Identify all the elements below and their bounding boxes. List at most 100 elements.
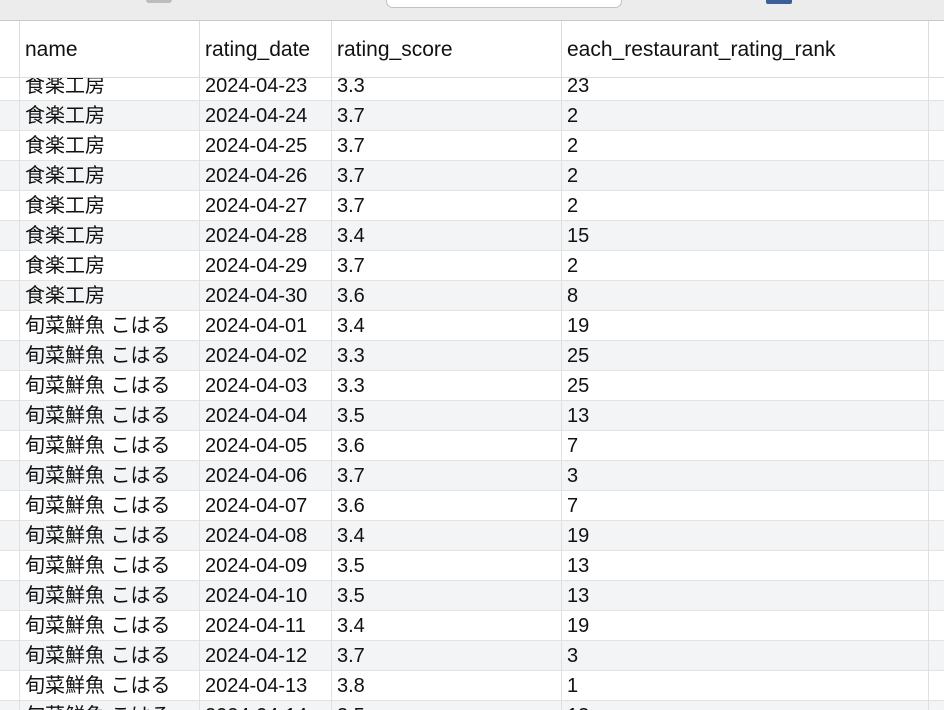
- cell-rating-rank[interactable]: 7: [561, 431, 928, 461]
- cell-rating-score[interactable]: 3.4: [331, 611, 561, 641]
- cell-rating-date[interactable]: 2024-04-29: [199, 251, 331, 281]
- cell-rating-rank[interactable]: 3: [561, 641, 928, 671]
- cell-name[interactable]: 旬菜鮮魚 こはる: [19, 311, 199, 341]
- cell-name[interactable]: 食楽工房: [19, 131, 199, 161]
- cell-rating-date[interactable]: 2024-04-01: [199, 311, 331, 341]
- cell-rating-score[interactable]: 3.7: [331, 641, 561, 671]
- cell-rating-date[interactable]: 2024-04-06: [199, 461, 331, 491]
- cell-rating-score[interactable]: 3.4: [331, 311, 561, 341]
- table-row[interactable]: 食楽工房 2024-04-26 3.7 2: [0, 161, 944, 191]
- cell-rating-rank[interactable]: 2: [561, 161, 928, 191]
- cell-rating-score[interactable]: 3.6: [331, 491, 561, 521]
- cell-rating-rank[interactable]: 13: [561, 551, 928, 581]
- cell-rating-rank[interactable]: 13: [561, 401, 928, 431]
- cell-name[interactable]: 旬菜鮮魚 こはる: [19, 521, 199, 551]
- table-icon[interactable]: [766, 0, 792, 4]
- column-header-name[interactable]: name: [19, 21, 199, 77]
- column-header-rating-date[interactable]: rating_date: [199, 21, 331, 77]
- cell-rating-score[interactable]: 3.4: [331, 521, 561, 551]
- cell-name[interactable]: 食楽工房: [19, 101, 199, 131]
- table-row[interactable]: 旬菜鮮魚 こはる 2024-04-08 3.4 19: [0, 521, 944, 551]
- table-row[interactable]: 旬菜鮮魚 こはる 2024-04-07 3.6 7: [0, 491, 944, 521]
- cell-rating-score[interactable]: 3.8: [331, 671, 561, 701]
- cell-name[interactable]: 旬菜鮮魚 こはる: [19, 461, 199, 491]
- cell-rating-rank[interactable]: 13: [561, 701, 928, 710]
- table-row[interactable]: 食楽工房 2024-04-24 3.7 2: [0, 101, 944, 131]
- cell-rating-date[interactable]: 2024-04-28: [199, 221, 331, 251]
- cell-name[interactable]: 旬菜鮮魚 こはる: [19, 491, 199, 521]
- cell-rating-rank[interactable]: 19: [561, 311, 928, 341]
- cell-rating-rank[interactable]: 1: [561, 671, 928, 701]
- cell-name[interactable]: 旬菜鮮魚 こはる: [19, 401, 199, 431]
- table-row[interactable]: 食楽工房 2024-04-30 3.6 8: [0, 281, 944, 311]
- cell-rating-date[interactable]: 2024-04-03: [199, 371, 331, 401]
- cell-rating-score[interactable]: 3.7: [331, 101, 561, 131]
- table-row[interactable]: 食楽工房 2024-04-25 3.7 2: [0, 131, 944, 161]
- cell-rating-date[interactable]: 2024-04-11: [199, 611, 331, 641]
- cell-rating-rank[interactable]: 2: [561, 251, 928, 281]
- cell-rating-rank[interactable]: 13: [561, 581, 928, 611]
- cell-rating-date[interactable]: 2024-04-05: [199, 431, 331, 461]
- cell-rating-date[interactable]: 2024-04-07: [199, 491, 331, 521]
- table-row[interactable]: 旬菜鮮魚 こはる 2024-04-01 3.4 19: [0, 311, 944, 341]
- cell-rating-score[interactable]: 3.6: [331, 281, 561, 311]
- table-row[interactable]: 旬菜鮮魚 こはる 2024-04-05 3.6 7: [0, 431, 944, 461]
- cell-rating-score[interactable]: 3.6: [331, 431, 561, 461]
- table-row[interactable]: 旬菜鮮魚 こはる 2024-04-02 3.3 25: [0, 341, 944, 371]
- cell-name[interactable]: 食楽工房: [19, 221, 199, 251]
- cell-rating-score[interactable]: 3.4: [331, 221, 561, 251]
- cell-rating-score[interactable]: 3.3: [331, 71, 561, 101]
- cell-name[interactable]: 旬菜鮮魚 こはる: [19, 701, 199, 710]
- table-row[interactable]: 旬菜鮮魚 こはる 2024-04-06 3.7 3: [0, 461, 944, 491]
- cell-name[interactable]: 旬菜鮮魚 こはる: [19, 551, 199, 581]
- cell-rating-rank[interactable]: 15: [561, 221, 928, 251]
- cell-name[interactable]: 旬菜鮮魚 こはる: [19, 641, 199, 671]
- cell-rating-score[interactable]: 3.3: [331, 371, 561, 401]
- table-row[interactable]: 食楽工房 2024-04-23 3.3 23: [0, 71, 944, 101]
- column-header-rating-rank[interactable]: each_restaurant_rating_rank: [561, 21, 928, 77]
- cell-rating-date[interactable]: 2024-04-13: [199, 671, 331, 701]
- cell-rating-date[interactable]: 2024-04-25: [199, 131, 331, 161]
- cell-name[interactable]: 旬菜鮮魚 こはる: [19, 581, 199, 611]
- cell-name[interactable]: 食楽工房: [19, 251, 199, 281]
- cell-rating-rank[interactable]: 3: [561, 461, 928, 491]
- cell-rating-date[interactable]: 2024-04-24: [199, 101, 331, 131]
- cell-name[interactable]: 旬菜鮮魚 こはる: [19, 671, 199, 701]
- cell-name[interactable]: 旬菜鮮魚 こはる: [19, 431, 199, 461]
- sidebar-toggle-icon[interactable]: [146, 0, 172, 3]
- results-grid[interactable]: name rating_date rating_score each_resta…: [0, 21, 944, 710]
- cell-rating-date[interactable]: 2024-04-30: [199, 281, 331, 311]
- table-row[interactable]: 旬菜鮮魚 こはる 2024-04-13 3.8 1: [0, 671, 944, 701]
- cell-rating-date[interactable]: 2024-04-08: [199, 521, 331, 551]
- cell-rating-score[interactable]: 3.3: [331, 341, 561, 371]
- cell-name[interactable]: 食楽工房: [19, 281, 199, 311]
- table-row[interactable]: 食楽工房 2024-04-29 3.7 2: [0, 251, 944, 281]
- table-row[interactable]: 旬菜鮮魚 こはる 2024-04-10 3.5 13: [0, 581, 944, 611]
- table-row[interactable]: 旬菜鮮魚 こはる 2024-04-09 3.5 13: [0, 551, 944, 581]
- cell-rating-date[interactable]: 2024-04-26: [199, 161, 331, 191]
- cell-rating-rank[interactable]: 25: [561, 341, 928, 371]
- cell-name[interactable]: 旬菜鮮魚 こはる: [19, 611, 199, 641]
- table-row[interactable]: 旬菜鮮魚 こはる 2024-04-12 3.7 3: [0, 641, 944, 671]
- cell-name[interactable]: 食楽工房: [19, 191, 199, 221]
- cell-rating-date[interactable]: 2024-04-10: [199, 581, 331, 611]
- cell-rating-score[interactable]: 3.5: [331, 701, 561, 710]
- cell-rating-date[interactable]: 2024-04-12: [199, 641, 331, 671]
- cell-rating-date[interactable]: 2024-04-02: [199, 341, 331, 371]
- cell-rating-date[interactable]: 2024-04-09: [199, 551, 331, 581]
- table-row[interactable]: 食楽工房 2024-04-27 3.7 2: [0, 191, 944, 221]
- cell-name[interactable]: 食楽工房: [19, 161, 199, 191]
- cell-rating-rank[interactable]: 19: [561, 611, 928, 641]
- table-row[interactable]: 旬菜鮮魚 こはる 2024-04-11 3.4 19: [0, 611, 944, 641]
- cell-rating-rank[interactable]: 7: [561, 491, 928, 521]
- cell-rating-rank[interactable]: 8: [561, 281, 928, 311]
- table-row[interactable]: 食楽工房 2024-04-28 3.4 15: [0, 221, 944, 251]
- cell-rating-date[interactable]: 2024-04-23: [199, 71, 331, 101]
- cell-rating-score[interactable]: 3.7: [331, 161, 561, 191]
- cell-rating-date[interactable]: 2024-04-14: [199, 701, 331, 710]
- table-row[interactable]: 旬菜鮮魚 こはる 2024-04-04 3.5 13: [0, 401, 944, 431]
- cell-rating-score[interactable]: 3.5: [331, 401, 561, 431]
- cell-name[interactable]: 旬菜鮮魚 こはる: [19, 371, 199, 401]
- column-header-rating-score[interactable]: rating_score: [331, 21, 561, 77]
- cell-rating-rank[interactable]: 19: [561, 521, 928, 551]
